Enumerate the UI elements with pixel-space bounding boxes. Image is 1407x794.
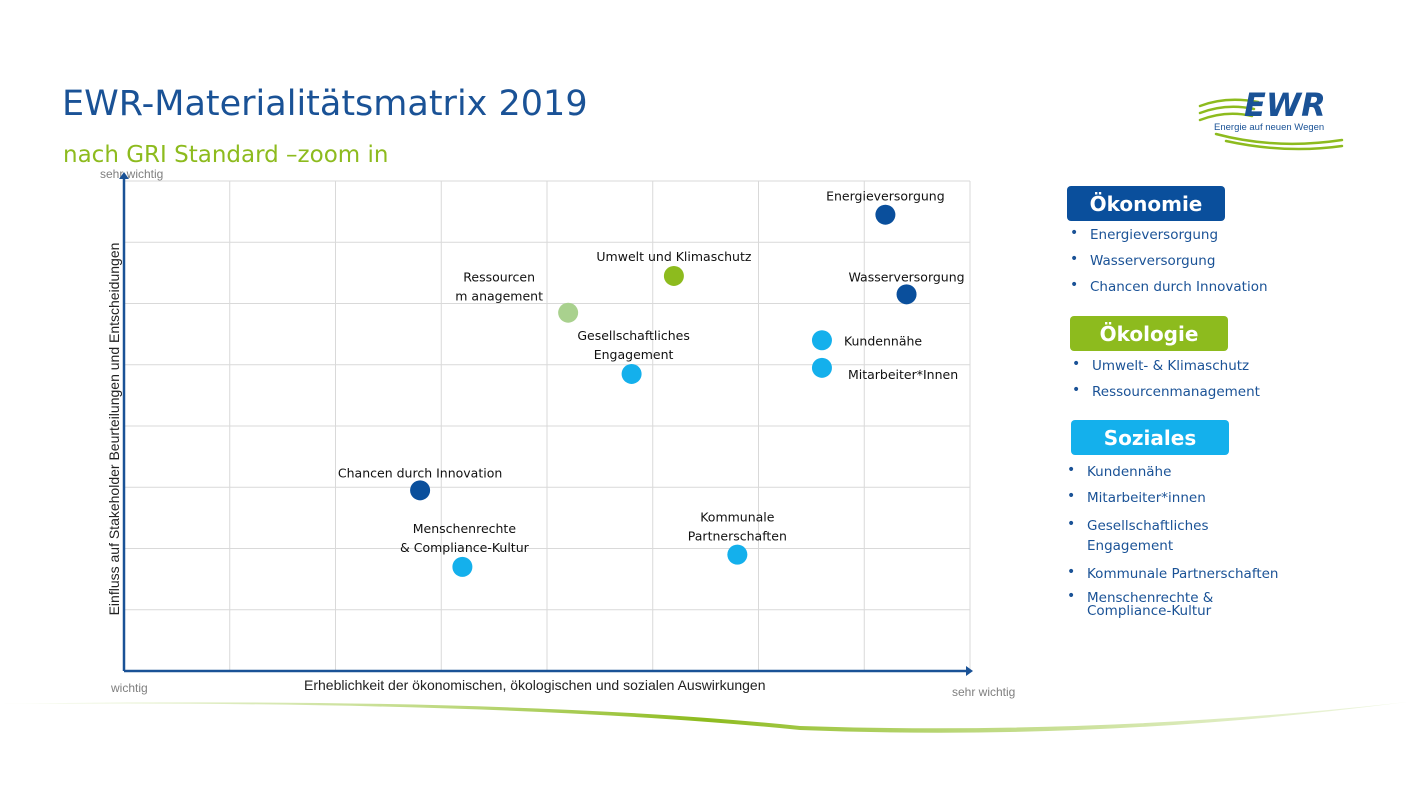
x-axis-title: Erheblichkeit der ökonomischen, ökologis… [304, 677, 766, 693]
data-point [896, 284, 917, 305]
data-point [875, 204, 896, 225]
legend-item: Gesellschaftliches Engagement [1067, 514, 1297, 556]
data-point-label: Menschenrechte & Compliance-Kultur [400, 521, 530, 555]
data-point [811, 330, 832, 351]
chart-grid [123, 180, 971, 672]
legend-item: Menschenrechte & Compliance-Kultur [1067, 590, 1237, 618]
legend-oekologie-header: Ökologie [1070, 316, 1228, 351]
y-axis-top-label: sehr wichtig [100, 167, 164, 181]
legend-item: Chancen durch Innovation [1070, 277, 1268, 295]
x-axis-arrow [966, 666, 973, 676]
legend-item: Mitarbeiter*innen [1067, 488, 1297, 506]
chart-axes [119, 172, 973, 676]
chart-points: Energieversorgung Wasserversorgung Umwelt … [338, 189, 965, 577]
data-point-label: Mitarbeiter*Innen [848, 367, 958, 382]
legend-item: Kommunale Partnerschaften [1067, 564, 1297, 582]
legend-item: Energieversorgung [1070, 225, 1268, 243]
data-point-label: Chancen durch Innovation [338, 465, 502, 480]
data-point-label: Wasserversorgung [848, 269, 964, 284]
legend-item: Ressourcenmanagement [1072, 382, 1260, 400]
logo-text: EWR [1244, 86, 1326, 124]
legend-oekologie-list: Umwelt- & Klimaschutz Ressourcenmanageme… [1072, 356, 1260, 400]
data-point [663, 265, 684, 286]
logo-tagline: Energie auf neuen Wegen [1214, 122, 1324, 133]
data-point-label: Energieversorgung [826, 189, 945, 204]
legend-item: Umwelt- & Klimaschutz [1072, 356, 1260, 374]
page-subtitle: nach GRI Standard –zoom in [63, 142, 389, 168]
y-axis-arrow [119, 172, 129, 179]
data-point-label: Umwelt und Klimaschutz [596, 249, 751, 264]
data-point [727, 544, 748, 565]
legend-oekonomie-header: Ökonomie [1067, 186, 1225, 221]
legend-soziales-list: Kundennähe Mitarbeiter*innen Gesellschaf… [1067, 462, 1297, 618]
legend-item: Wasserversorgung [1070, 251, 1268, 269]
data-point [621, 363, 642, 384]
data-point [410, 480, 431, 501]
data-point-label: Kommunale Partnerschaften [688, 510, 787, 544]
decorative-swoosh [0, 702, 1407, 733]
data-point-label: Ressourcen m anagement [455, 270, 543, 304]
x-axis-right-label: sehr wichtig [952, 685, 1016, 699]
materiality-chart: Energieversorgung Wasserversorgung Umwelt … [119, 172, 973, 676]
legend-soziales-header: Soziales [1071, 420, 1229, 455]
data-point-label: Gesellschaftliches Engagement [577, 328, 690, 362]
page-title: EWR-Materialitätsmatrix 2019 [62, 84, 588, 124]
data-point [452, 556, 473, 577]
legend-item: Kundennähe [1067, 462, 1297, 480]
data-point-label: Kundennähe [844, 333, 922, 348]
legend-oekonomie-list: Energieversorgung Wasserversorgung Chanc… [1070, 225, 1268, 295]
ewr-logo: EWR Energie auf neuen Wegen [1198, 86, 1344, 151]
x-axis-left-label: wichtig [111, 681, 148, 695]
data-point [811, 357, 832, 378]
data-point [558, 302, 579, 323]
